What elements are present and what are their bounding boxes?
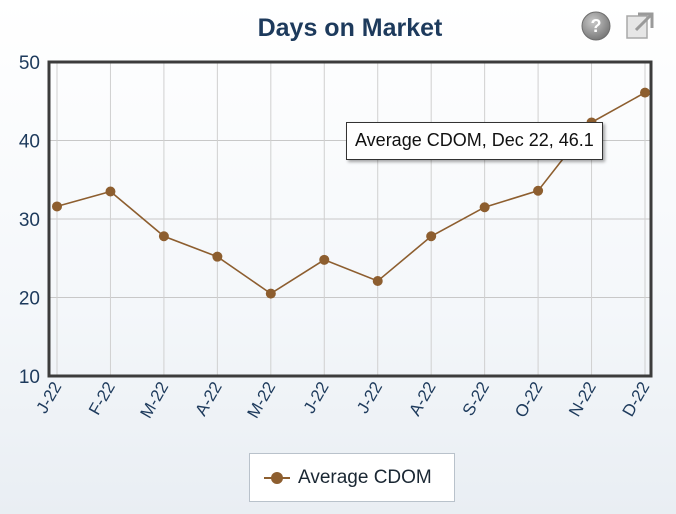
data-point-7[interactable]	[426, 231, 437, 242]
x-tick-label: J-22	[353, 379, 386, 417]
chart-title: Days on Market	[257, 14, 443, 42]
series-points	[52, 87, 650, 299]
y-tick-label: 30	[19, 210, 40, 231]
y-tick-label: 20	[19, 289, 40, 310]
legend-marker-icon	[264, 471, 290, 485]
x-tick-label: O-22	[511, 379, 546, 421]
x-tick-label: F-22	[85, 379, 119, 419]
data-point-3[interactable]	[212, 251, 223, 262]
x-tick-label: D-22	[619, 379, 654, 420]
x-tick-label: M-22	[243, 379, 279, 422]
y-tick-label: 50	[19, 53, 40, 74]
x-tick-label: S-22	[459, 379, 493, 420]
legend-label: Average CDOM	[298, 466, 432, 488]
x-tick-label: J-22	[300, 379, 333, 417]
popout-icon[interactable]	[624, 10, 656, 42]
y-tick-label: 40	[19, 132, 40, 153]
x-tick-label: A-22	[191, 379, 225, 420]
data-point-0[interactable]	[52, 201, 62, 212]
x-tick-label: A-22	[405, 379, 439, 420]
data-point-4[interactable]	[265, 288, 276, 299]
series-line-average-cdom	[56, 91, 646, 295]
data-point-1[interactable]	[105, 186, 116, 197]
grid-lines	[49, 62, 651, 376]
x-tick-label: N-22	[565, 379, 600, 420]
data-point-8[interactable]	[479, 202, 490, 213]
legend-item-average-cdom[interactable]: Average CDOM	[249, 453, 455, 502]
tooltip: Average CDOM, Dec 22, 46.1	[346, 122, 603, 160]
data-point-11[interactable]	[640, 87, 650, 98]
plot-frame	[47, 60, 653, 378]
y-tick-label: 10	[19, 367, 40, 388]
x-axis: J-22 F-22 M-22 A-22 M-22 J-22 J-22 A-22 S-22 O-22…	[32, 379, 653, 422]
y-axis: 10 20 30 40 50	[19, 53, 40, 388]
x-tick-label: M-22	[137, 379, 173, 422]
help-icon[interactable]: ?	[580, 10, 612, 42]
svg-text:?: ?	[591, 16, 602, 36]
data-point-6[interactable]	[372, 276, 383, 287]
data-point-9[interactable]	[533, 185, 544, 196]
data-point-5[interactable]	[319, 254, 330, 265]
data-point-2[interactable]	[158, 231, 169, 242]
